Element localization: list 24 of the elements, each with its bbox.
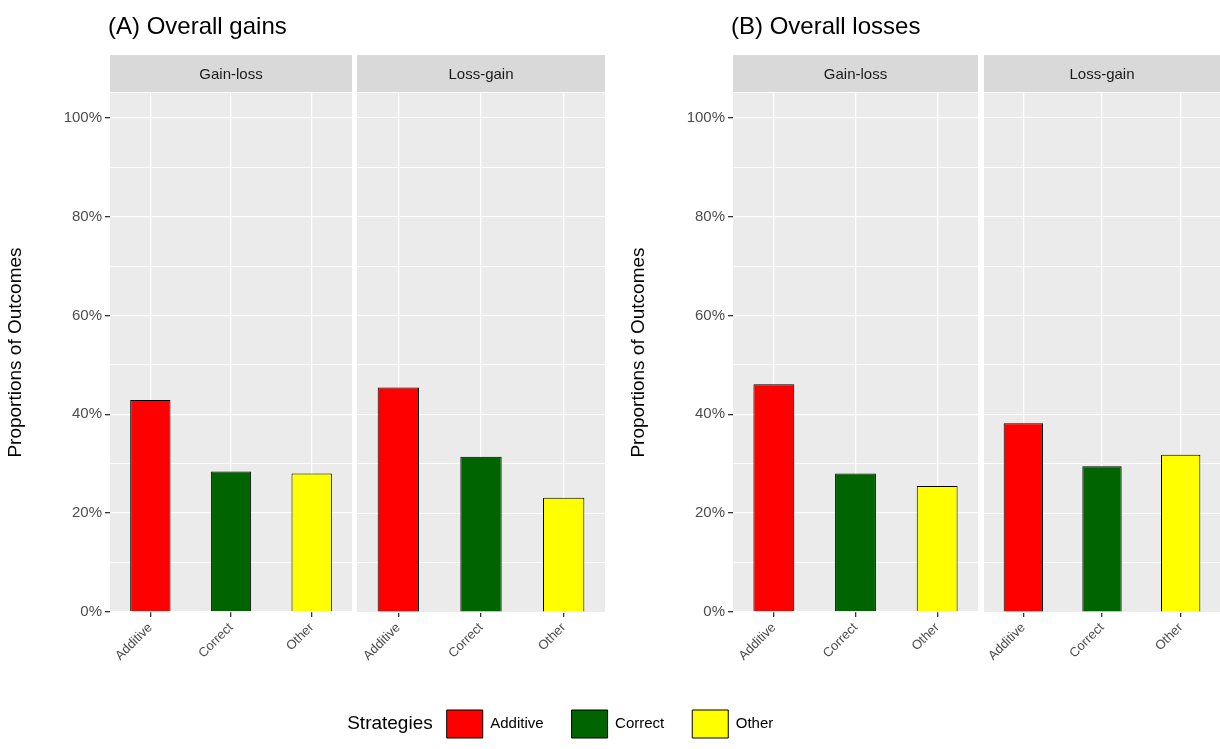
- y-tick-label: 100%: [686, 107, 725, 125]
- y-tick-label: 80%: [71, 206, 102, 224]
- y-tick-label: 0%: [80, 602, 102, 620]
- chart-subtitle: Loss-gain: [357, 55, 605, 92]
- y-tick-label: 40%: [71, 404, 102, 422]
- legend-title: Strategies: [347, 712, 433, 734]
- y-tick-label: 40%: [694, 404, 725, 422]
- y-axis-title: Proportions of Outcomes: [626, 247, 648, 458]
- chart-subtitle: Gain-loss: [733, 55, 978, 92]
- y-tick-label: 100%: [63, 107, 102, 125]
- chart-subtitle: Loss-gain: [984, 55, 1220, 92]
- y-tick-label: 60%: [694, 305, 725, 323]
- y-tick-label: 0%: [703, 602, 725, 620]
- y-tick-label: 80%: [694, 206, 725, 224]
- chart-subtitle: Gain-loss: [110, 55, 352, 92]
- legend-label: Correct: [615, 714, 666, 732]
- y-tick-label: 20%: [71, 503, 102, 521]
- y-tick-label: 20%: [694, 503, 725, 521]
- legend-label: Additive: [490, 714, 544, 732]
- legend-label: Other: [735, 714, 774, 732]
- y-tick-label: 60%: [71, 305, 102, 323]
- y-axis-title: Proportions of Outcomes: [3, 247, 25, 458]
- chart-title: (B) Overall losses: [731, 12, 921, 40]
- chart-title: (A) Overall gains: [108, 12, 287, 40]
